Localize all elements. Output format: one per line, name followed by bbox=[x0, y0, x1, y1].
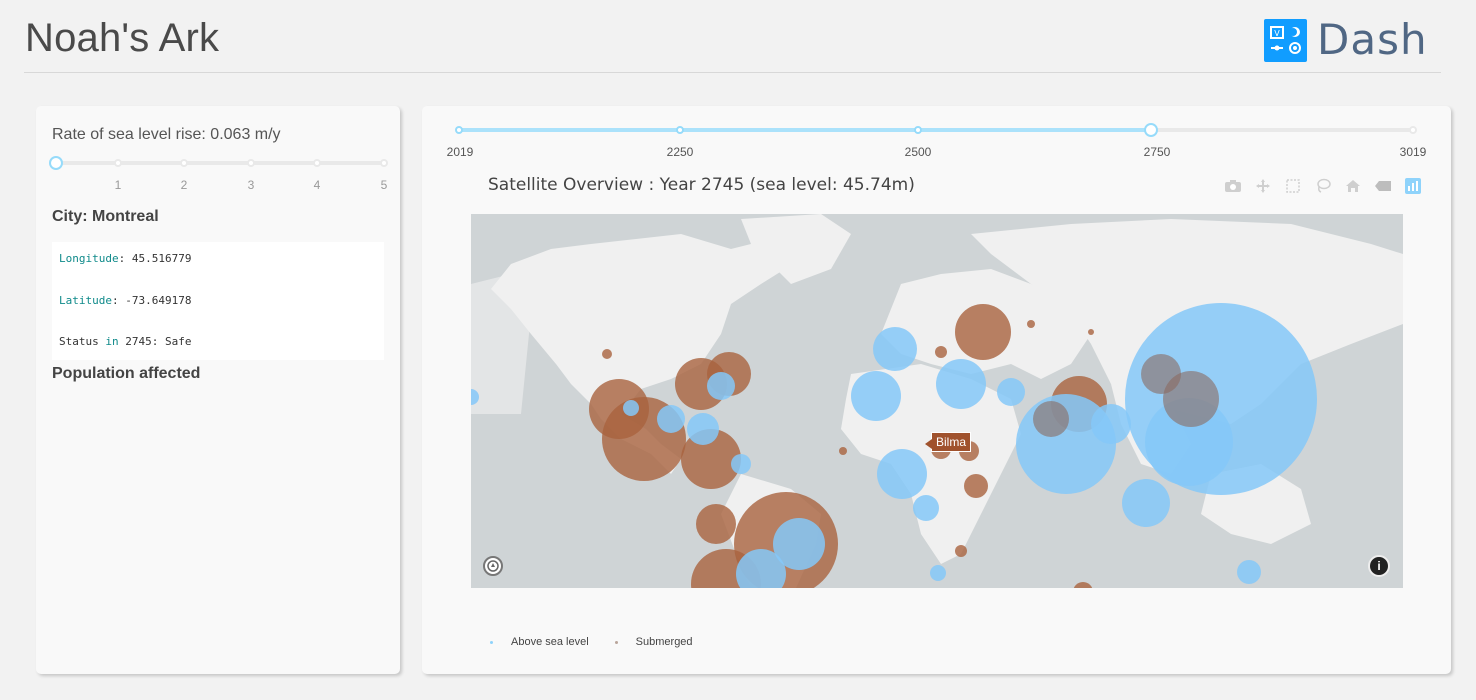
rate-slider-mark: 1 bbox=[114, 178, 122, 192]
world-map[interactable]: Bilma i bbox=[471, 214, 1403, 588]
svg-text:V: V bbox=[1274, 29, 1280, 38]
rate-slider-mark: 4 bbox=[313, 178, 321, 192]
status-suffix: 2745: Safe bbox=[118, 335, 192, 348]
rate-slider-mark: 5 bbox=[380, 178, 388, 192]
rate-slider-dot[interactable] bbox=[380, 159, 388, 167]
longitude-line: Longitude: 45.516779 bbox=[59, 252, 377, 294]
legend-above-label[interactable]: Above sea level bbox=[511, 636, 589, 648]
page-title: Noah's Ark bbox=[25, 16, 220, 60]
lasso-icon[interactable] bbox=[1308, 176, 1338, 196]
rate-slider-dot[interactable] bbox=[313, 159, 321, 167]
tag-icon[interactable] bbox=[1368, 176, 1398, 196]
above-sea-bubbles bbox=[471, 303, 1317, 588]
plotly-logo-icon[interactable] bbox=[1398, 176, 1428, 196]
dash-logo[interactable]: V Dash bbox=[1264, 18, 1428, 62]
dash-logo-text: Dash bbox=[1317, 15, 1428, 64]
rate-slider-handle[interactable] bbox=[49, 156, 63, 170]
year-slider-handle[interactable] bbox=[1144, 123, 1158, 137]
longitude-key: Longitude bbox=[59, 252, 119, 265]
year-slider-dot[interactable] bbox=[455, 126, 463, 134]
rate-slider-dot[interactable] bbox=[114, 159, 122, 167]
overlap-bubbles bbox=[1033, 354, 1219, 437]
box-select-icon[interactable] bbox=[1278, 176, 1308, 196]
year-slider-mark: 2500 bbox=[904, 145, 932, 159]
year-slider-dot[interactable] bbox=[914, 126, 922, 134]
year-slider-mark: 3019 bbox=[1399, 145, 1427, 159]
longitude-value: : 45.516779 bbox=[118, 252, 192, 265]
dash-logo-icon: V bbox=[1264, 18, 1307, 62]
attribution-info-icon[interactable]: i bbox=[1368, 555, 1390, 577]
map-canvas[interactable] bbox=[471, 214, 1403, 588]
year-slider-mark: 2750 bbox=[1143, 145, 1171, 159]
latitude-line: Latitude: -73.649178 bbox=[59, 294, 377, 336]
status-prefix: Status bbox=[59, 335, 106, 348]
rate-slider-dot[interactable] bbox=[180, 159, 188, 167]
latitude-value: : -73.649178 bbox=[111, 293, 192, 307]
controls-panel: Rate of sea level rise: 0.063 m/y 1 2 3 … bbox=[36, 106, 400, 674]
rate-slider-track[interactable] bbox=[56, 161, 384, 165]
header: Noah's Ark V Dash bbox=[24, 0, 1441, 73]
rate-slider-dot[interactable] bbox=[247, 159, 255, 167]
city-title: City: Montreal bbox=[52, 208, 159, 225]
year-slider-dot[interactable] bbox=[676, 126, 684, 134]
rate-label: Rate of sea level rise: 0.063 m/y bbox=[52, 126, 281, 143]
home-icon[interactable] bbox=[1338, 176, 1368, 196]
year-slider-fill[interactable] bbox=[459, 128, 1151, 132]
map-panel: 2019 2250 2500 2750 3019 Satellite Overv… bbox=[422, 106, 1451, 674]
pan-icon[interactable] bbox=[1248, 176, 1278, 196]
legend-submerged-marker bbox=[614, 640, 618, 644]
bilma-tooltip: Bilma bbox=[924, 432, 972, 452]
year-slider-mark: 2250 bbox=[666, 145, 694, 159]
map-legend: Above sea level Submerged bbox=[490, 636, 719, 648]
legend-submerged-label[interactable]: Submerged bbox=[635, 636, 693, 648]
modebar bbox=[1218, 176, 1428, 196]
rate-slider-mark: 3 bbox=[247, 178, 255, 192]
status-in: in bbox=[105, 335, 119, 348]
year-slider-mark: 2019 bbox=[446, 145, 474, 159]
camera-icon[interactable] bbox=[1218, 176, 1248, 196]
latitude-key: Latitude bbox=[59, 293, 112, 307]
population-title: Population affected bbox=[52, 365, 201, 382]
map-title: Satellite Overview : Year 2745 (sea leve… bbox=[488, 175, 915, 195]
rate-slider-mark: 2 bbox=[180, 178, 188, 192]
status-line: Status in 2745: Safe bbox=[59, 335, 377, 377]
city-info-box: Longitude: 45.516779 Latitude: -73.64917… bbox=[52, 242, 384, 360]
legend-above-marker bbox=[490, 640, 493, 644]
year-slider-dot[interactable] bbox=[1409, 126, 1417, 134]
mapbox-logo-icon[interactable] bbox=[483, 556, 503, 576]
